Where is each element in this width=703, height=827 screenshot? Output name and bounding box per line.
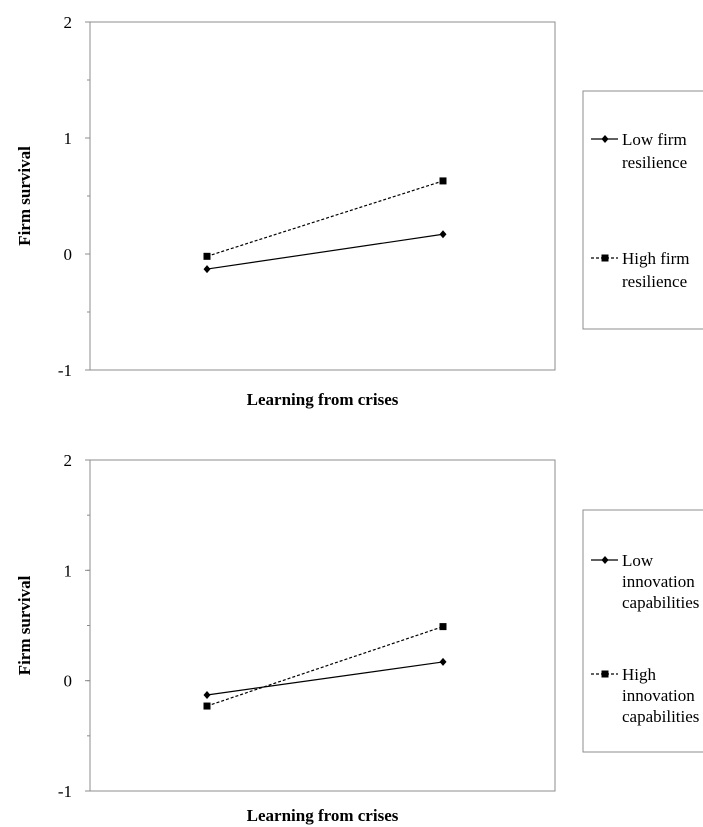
- data-point-square: [439, 623, 447, 631]
- plot-area-frame: [89, 21, 556, 371]
- y-tick-label: 1: [64, 561, 73, 580]
- legend-label: Low innovation capabilities: [622, 551, 699, 612]
- data-point-square: [203, 702, 211, 710]
- legend-label-line: Low firm: [622, 130, 687, 149]
- y-tick-label: 1: [64, 129, 73, 148]
- chart-2: 2 1 0 -1 Learning from crises Firm survival Lo…: [15, 451, 703, 825]
- y-axis-title: Firm survival: [15, 146, 34, 246]
- legend-label-line: High: [622, 665, 657, 684]
- legend: Low firm resilience High firm resilience: [582, 90, 703, 330]
- plot-area-frame: [89, 459, 556, 792]
- series-line-1: [206, 233, 444, 270]
- data-point-diamond: [439, 230, 447, 239]
- y-tick-label: -1: [58, 782, 72, 801]
- data-point-square: [203, 252, 211, 260]
- legend-label-line: capabilities: [622, 593, 699, 612]
- legend-label-line: innovation: [622, 572, 695, 591]
- legend-label-line: High firm: [622, 249, 690, 268]
- y-axis-title: Firm survival: [15, 575, 34, 675]
- x-axis-title: Learning from crises: [247, 806, 399, 825]
- legend-marker-diamond: [601, 556, 609, 564]
- legend-label-line: innovation: [622, 686, 695, 705]
- series-line-2: [206, 626, 444, 707]
- y-tick-label: 0: [64, 672, 73, 691]
- legend-label-line: resilience: [622, 153, 687, 172]
- legend-marker-square: [601, 670, 609, 678]
- series-line-2: [206, 180, 444, 257]
- data-point-diamond: [439, 657, 447, 666]
- legend-marker-square: [601, 254, 609, 262]
- legend-marker-diamond: [601, 135, 609, 143]
- legend-label-line: capabilities: [622, 707, 699, 726]
- legend-label-line: Low: [622, 551, 654, 570]
- y-tick-label: 0: [64, 245, 73, 264]
- y-tick-label: 2: [64, 13, 73, 32]
- legend-label: High innovation capabilities: [622, 665, 699, 726]
- legend-frame: [582, 509, 703, 753]
- data-point-diamond: [203, 265, 211, 274]
- legend-label: High firm resilience: [622, 249, 690, 291]
- legend-label-line: resilience: [622, 272, 687, 291]
- legend-frame: [582, 90, 703, 330]
- chart-1: 2 1 0 -1 Learning from crises Firm survival Lo…: [15, 13, 703, 409]
- data-point-square: [439, 177, 447, 185]
- y-tick-label: 2: [64, 451, 73, 470]
- y-tick-label: -1: [58, 361, 72, 380]
- x-axis-title: Learning from crises: [247, 390, 399, 409]
- series-line-1: [206, 661, 444, 696]
- legend-label: Low firm resilience: [622, 130, 687, 172]
- legend: Low innovation capabilities High innovation c…: [582, 509, 703, 753]
- data-point-diamond: [203, 691, 211, 700]
